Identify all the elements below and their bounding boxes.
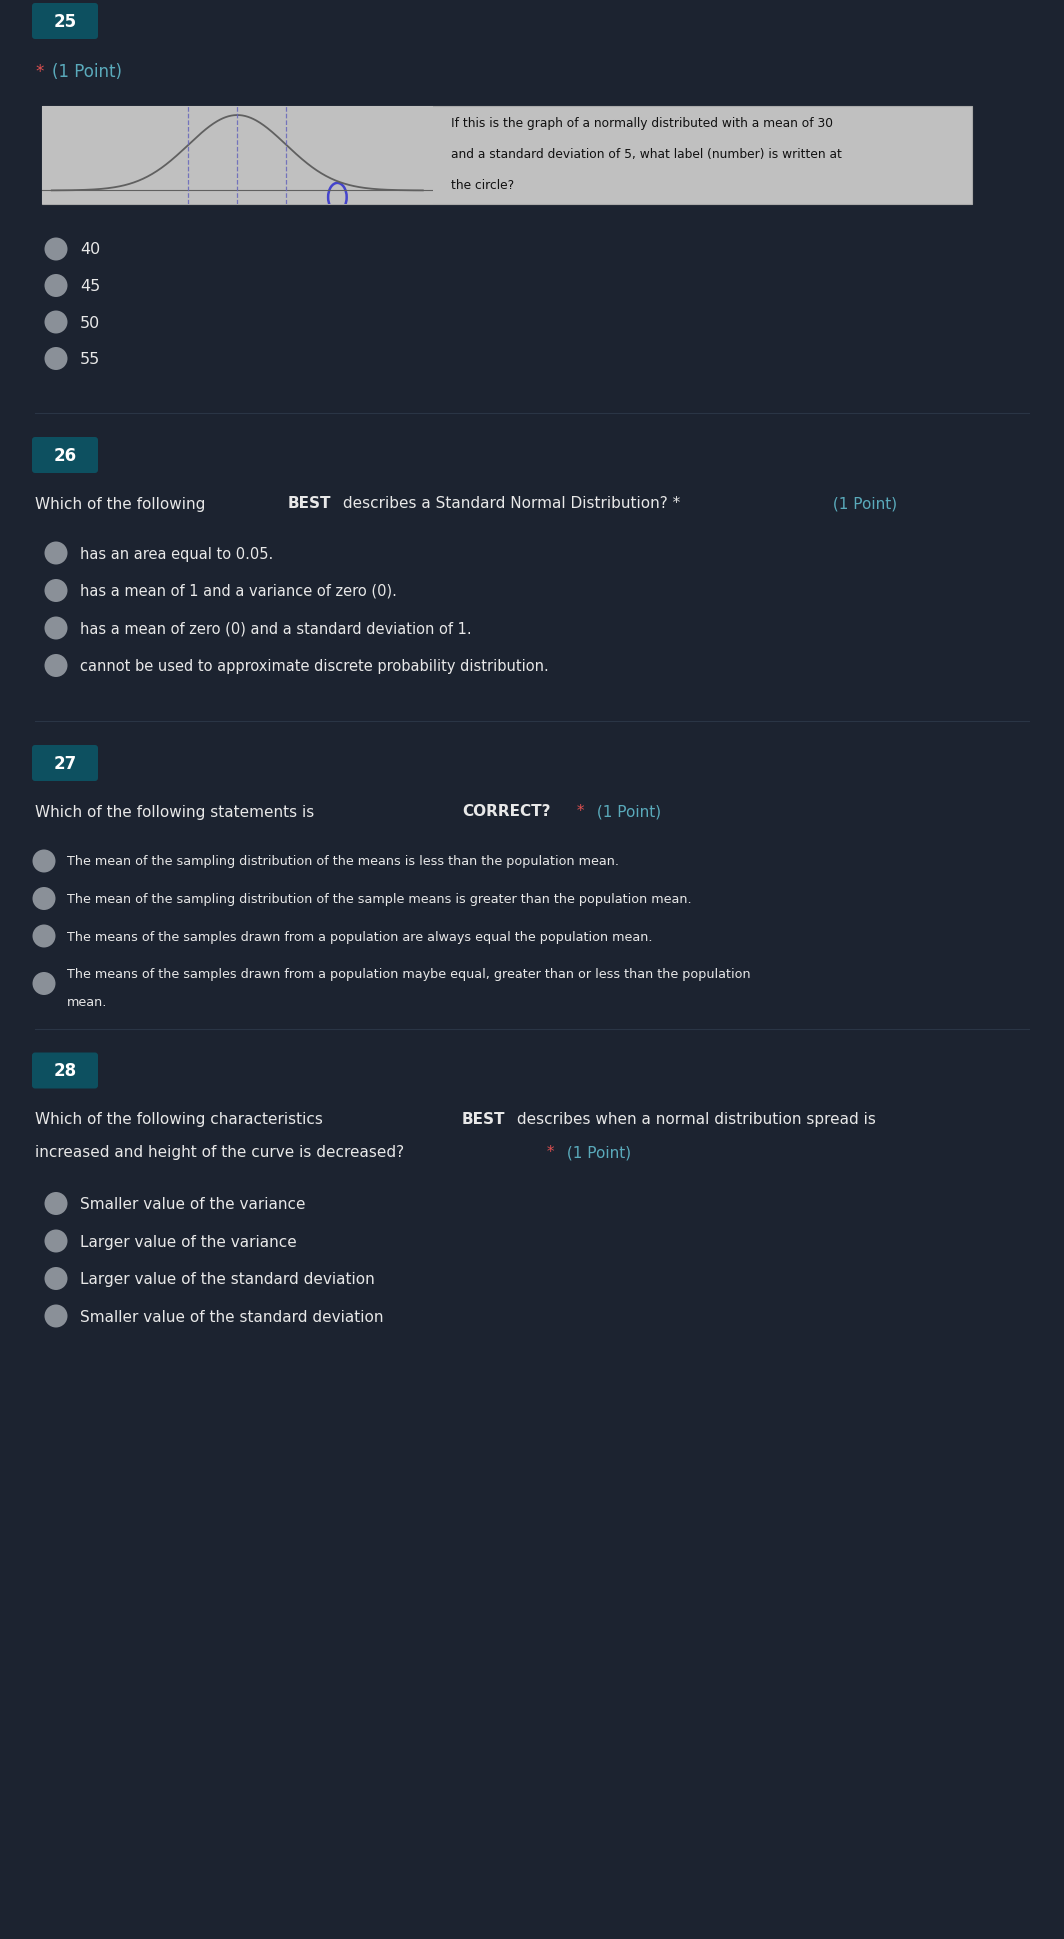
Circle shape	[45, 1268, 67, 1289]
Circle shape	[45, 617, 67, 640]
Text: *: *	[35, 62, 44, 81]
Text: Larger value of the variance: Larger value of the variance	[80, 1233, 297, 1249]
Circle shape	[45, 655, 67, 677]
Text: (1 Point): (1 Point)	[52, 62, 122, 81]
Text: (1 Point): (1 Point)	[562, 1144, 631, 1160]
Text: has a mean of zero (0) and a standard deviation of 1.: has a mean of zero (0) and a standard de…	[80, 620, 471, 636]
Text: 45: 45	[80, 279, 100, 295]
Circle shape	[33, 849, 55, 873]
Text: has an area equal to 0.05.: has an area equal to 0.05.	[80, 547, 273, 560]
Text: The means of the samples drawn from a population maybe equal, greater than or le: The means of the samples drawn from a po…	[67, 968, 750, 981]
Text: Which of the following: Which of the following	[35, 496, 211, 512]
FancyBboxPatch shape	[32, 747, 98, 781]
Text: Larger value of the standard deviation: Larger value of the standard deviation	[80, 1272, 375, 1286]
Text: 26: 26	[53, 446, 77, 465]
Text: 28: 28	[53, 1063, 77, 1080]
Circle shape	[45, 1192, 67, 1216]
Text: 40: 40	[80, 242, 100, 258]
Text: has a mean of 1 and a variance of zero (0).: has a mean of 1 and a variance of zero (…	[80, 584, 397, 599]
Circle shape	[45, 275, 67, 299]
Text: (1 Point): (1 Point)	[828, 496, 897, 512]
FancyBboxPatch shape	[41, 107, 972, 206]
Circle shape	[45, 1229, 67, 1253]
Text: and a standard deviation of 5, what label (number) is written at: and a standard deviation of 5, what labe…	[451, 147, 842, 161]
Text: describes a Standard Normal Distribution? *: describes a Standard Normal Distribution…	[338, 496, 680, 512]
Text: increased and height of the curve is decreased?: increased and height of the curve is dec…	[35, 1144, 404, 1160]
Text: describes when a normal distribution spread is: describes when a normal distribution spr…	[512, 1111, 876, 1127]
Text: mean.: mean.	[67, 995, 107, 1008]
Text: BEST: BEST	[288, 496, 332, 512]
FancyBboxPatch shape	[32, 438, 98, 473]
Text: BEST: BEST	[462, 1111, 505, 1127]
Circle shape	[45, 1305, 67, 1328]
Text: Which of the following characteristics: Which of the following characteristics	[35, 1111, 328, 1127]
Text: The mean of the sampling distribution of the sample means is greater than the po: The mean of the sampling distribution of…	[67, 892, 692, 906]
FancyBboxPatch shape	[32, 1053, 98, 1090]
Circle shape	[33, 888, 55, 911]
Circle shape	[45, 238, 67, 262]
Text: 55: 55	[80, 351, 100, 366]
Text: The means of the samples drawn from a population are always equal the population: The means of the samples drawn from a po…	[67, 931, 652, 942]
Text: Smaller value of the variance: Smaller value of the variance	[80, 1196, 305, 1212]
Text: *: *	[572, 805, 584, 818]
Text: cannot be used to approximate discrete probability distribution.: cannot be used to approximate discrete p…	[80, 659, 549, 673]
Text: 25: 25	[53, 14, 77, 31]
Circle shape	[45, 580, 67, 603]
Text: 27: 27	[53, 754, 77, 772]
Text: (1 Point): (1 Point)	[592, 805, 661, 818]
Circle shape	[33, 925, 55, 948]
Text: 50: 50	[80, 316, 100, 330]
Text: the circle?: the circle?	[451, 178, 514, 192]
Text: *: *	[542, 1144, 554, 1160]
Circle shape	[45, 312, 67, 334]
Text: CORRECT?: CORRECT?	[462, 805, 550, 818]
FancyBboxPatch shape	[32, 4, 98, 41]
Text: Smaller value of the standard deviation: Smaller value of the standard deviation	[80, 1309, 383, 1324]
Circle shape	[45, 347, 67, 370]
Circle shape	[45, 543, 67, 564]
Text: Which of the following statements is: Which of the following statements is	[35, 805, 319, 818]
Circle shape	[33, 973, 55, 995]
Text: If this is the graph of a normally distributed with a mean of 30: If this is the graph of a normally distr…	[451, 116, 833, 130]
Text: The mean of the sampling distribution of the means is less than the population m: The mean of the sampling distribution of…	[67, 855, 619, 869]
